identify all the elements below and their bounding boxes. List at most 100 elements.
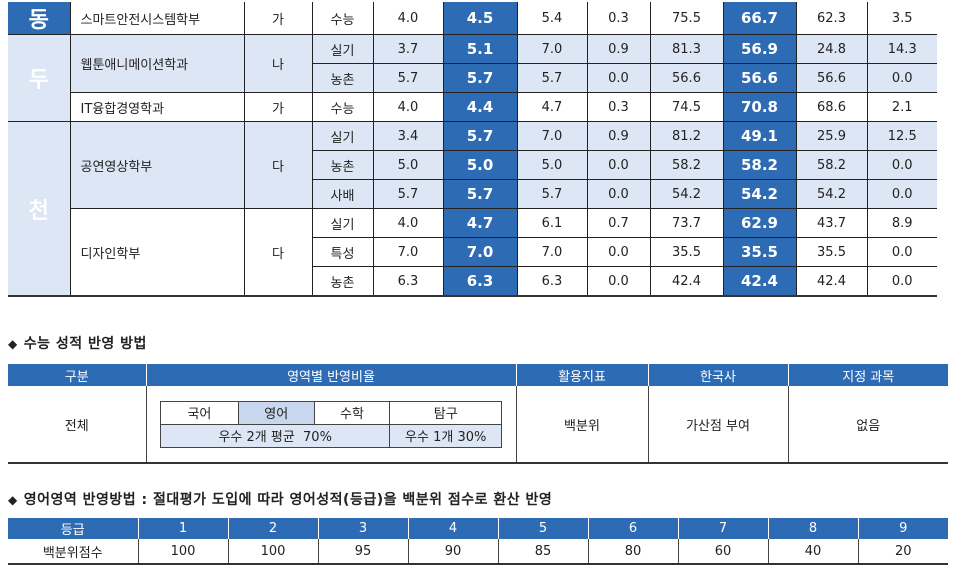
value-cell: 4.0 [373, 208, 444, 238]
grade-cell: 9 [858, 518, 948, 539]
value-cell: 58.2 [723, 150, 797, 180]
dept-name: IT융합경영학과 [70, 92, 245, 122]
value-cell: 5.7 [443, 121, 518, 151]
value-cell: 5.7 [443, 63, 518, 93]
value-cell: 7.0 [517, 34, 588, 64]
score-label: 백분위점수 [8, 539, 139, 564]
value-cell: 56.9 [723, 34, 797, 64]
score-cell: 80 [588, 539, 679, 564]
value-cell: 25.9 [796, 121, 868, 151]
table-row: IT융합경영학과 가 수능 4.0 4.4 4.7 0.3 74.5 70.8 … [8, 92, 937, 122]
value-cell: 73.7 [650, 208, 724, 238]
section-title-text: 영어영역 반영방법 : 절대평가 도입에 따라 영어성적(등급)을 백분위 점수… [23, 492, 553, 508]
value-cell: 54.2 [650, 179, 724, 209]
value-cell: 58.2 [650, 150, 724, 180]
value-cell: 68.6 [796, 92, 868, 122]
header-cell: 활용지표 [516, 364, 649, 386]
value-cell: 56.6 [796, 63, 868, 93]
value-cell: 4.4 [443, 92, 518, 122]
value-cell: 6.1 [517, 208, 588, 238]
table-row: 백분위점수 100 100 95 90 85 80 60 40 20 [8, 539, 948, 564]
history-cell: 가산점 부여 [648, 386, 789, 463]
ratio-main: 우수 2개 평균 70% [159, 423, 391, 448]
value-cell: 7.0 [517, 121, 588, 151]
score-cell: 40 [768, 539, 859, 564]
type-cell: 실기 [312, 34, 374, 64]
subject-cell: 탐구 [389, 400, 502, 425]
value-cell: 2.1 [867, 92, 937, 122]
value-cell: 7.0 [373, 237, 444, 267]
type-cell: 농촌 [312, 150, 374, 180]
value-cell: 0.9 [587, 34, 651, 64]
header-cell: 지정 과목 [788, 364, 948, 386]
header-cell: 등급 [8, 518, 139, 539]
value-cell: 4.0 [373, 92, 444, 122]
ratio-box: 국어 영어 수학 탐구 우수 2개 평균 70% 우수 1개 30% [159, 400, 502, 448]
value-cell: 6.3 [443, 266, 518, 297]
value-cell: 6.3 [373, 266, 444, 297]
value-cell: 4.0 [373, 2, 444, 35]
value-cell: 42.4 [650, 266, 724, 297]
value-cell: 5.7 [443, 179, 518, 209]
grade-cell: 8 [768, 518, 859, 539]
section-title-suneung: ◆ 수능 성적 반영 방법 [8, 333, 147, 353]
value-cell: 58.2 [796, 150, 868, 180]
value-cell: 4.5 [443, 2, 518, 35]
gun-cell: 가 [244, 2, 313, 35]
value-cell: 0.7 [587, 208, 651, 238]
value-cell: 5.7 [517, 179, 588, 209]
table-row: 농촌 5.0 5.0 5.0 0.0 58.2 58.2 58.2 0.0 [8, 150, 937, 180]
value-cell: 0.0 [867, 179, 937, 209]
value-cell: 3.7 [373, 34, 444, 64]
table-header-row: 등급 1 2 3 4 5 6 7 8 9 [8, 518, 948, 539]
grade-cell: 3 [318, 518, 409, 539]
gun-cell: 나 [244, 34, 313, 93]
table-header-row: 구분 영역별 반영비율 활용지표 한국사 지정 과목 [8, 364, 948, 386]
value-cell: 7.0 [517, 237, 588, 267]
ratio-cell: 국어 영어 수학 탐구 우수 2개 평균 70% 우수 1개 30% [146, 386, 517, 463]
table-row: 디자인학부 다 실기 4.0 4.7 6.1 0.7 73.7 62.9 43.… [8, 208, 937, 297]
value-cell: 5.7 [517, 63, 588, 93]
value-cell: 0.3 [587, 92, 651, 122]
value-cell: 5.7 [373, 179, 444, 209]
univ-char: 동 [8, 2, 71, 35]
diamond-bullet-icon: ◆ [8, 337, 18, 351]
value-cell: 35.5 [650, 237, 724, 267]
table-row: 농촌 6.3 6.3 6.3 0.0 42.4 42.4 42.4 0.0 [8, 266, 937, 297]
value-cell: 62.3 [796, 2, 868, 35]
score-cell: 95 [318, 539, 409, 564]
value-cell: 81.2 [650, 121, 724, 151]
value-cell: 54.2 [796, 179, 868, 209]
value-cell: 0.0 [587, 63, 651, 93]
value-cell: 54.2 [723, 179, 797, 209]
gun-cell: 가 [244, 92, 313, 122]
value-cell: 0.0 [867, 237, 937, 267]
grade-cell: 1 [138, 518, 229, 539]
score-cell: 90 [408, 539, 499, 564]
value-cell: 5.4 [517, 2, 588, 35]
value-cell: 7.0 [443, 237, 518, 267]
subject-cell: 국어 [160, 400, 239, 425]
type-cell: 농촌 [312, 266, 374, 297]
value-cell: 81.3 [650, 34, 724, 64]
value-cell: 75.5 [650, 2, 724, 35]
value-cell: 0.9 [587, 121, 651, 151]
gun-cell: 다 [244, 121, 313, 209]
section-title-text: 수능 성적 반영 방법 [23, 336, 147, 352]
value-cell: 42.4 [723, 266, 797, 297]
value-cell: 0.0 [867, 150, 937, 180]
score-cell: 60 [678, 539, 769, 564]
value-cell: 6.3 [517, 266, 588, 297]
type-cell: 농촌 [312, 63, 374, 93]
value-cell: 49.1 [723, 121, 797, 151]
value-cell: 5.0 [517, 150, 588, 180]
dept-name: 웹툰애니메이션학과 [70, 34, 245, 93]
value-cell: 42.4 [796, 266, 868, 297]
value-cell: 70.8 [723, 92, 797, 122]
score-cell: 100 [138, 539, 229, 564]
ratio-sub: 우수 1개 30% [389, 423, 502, 448]
dept-name: 디자인학부 [70, 208, 245, 297]
subject-row: 국어 영어 수학 탐구 [160, 400, 502, 425]
header-cell: 구분 [8, 364, 147, 386]
value-cell: 56.6 [723, 63, 797, 93]
